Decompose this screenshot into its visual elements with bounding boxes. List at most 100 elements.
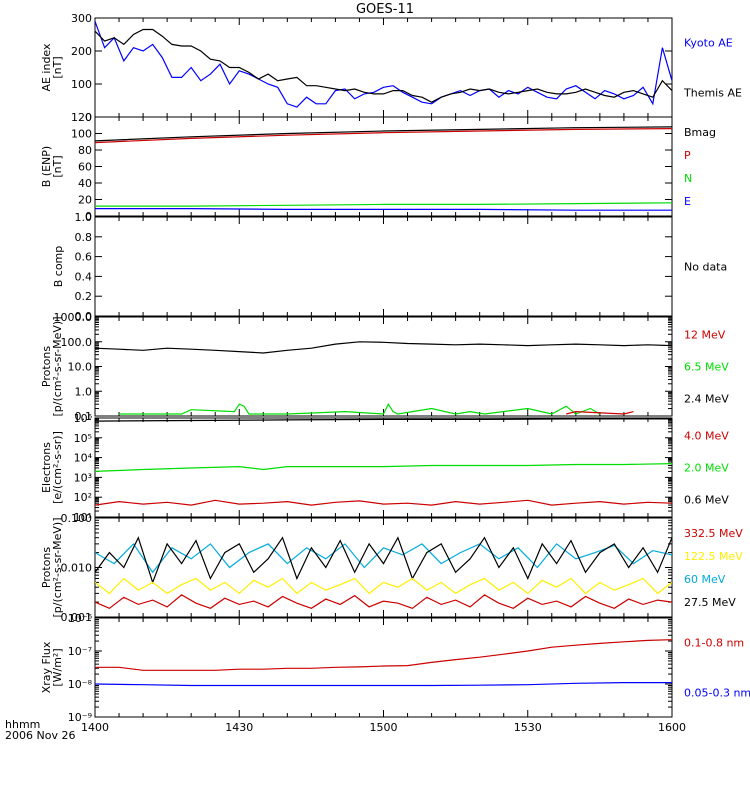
y-tick-label: 0.1 [75, 410, 93, 423]
legend-entry: E [684, 195, 691, 208]
y-tick-label: 0 [85, 210, 92, 223]
y-axis-label: [W/m²] [51, 648, 64, 686]
legend-entry: 12 MeV [684, 329, 726, 342]
y-tick-label: 10⁵ [74, 432, 92, 445]
date-label: 2006 Nov 26 [5, 729, 75, 742]
series-line-0-6-mev [95, 418, 672, 422]
figure-title: GOES-11 [356, 2, 414, 17]
panel-frame [94, 17, 673, 118]
y-tick-label: 20 [78, 194, 92, 207]
legend-entry: 6.5 MeV [684, 361, 729, 374]
y-tick-label: 120 [71, 111, 92, 124]
series-line-2-0-mev [95, 463, 672, 472]
legend-entry: 332.5 MeV [684, 527, 743, 540]
y-tick-label: 0.0 [75, 310, 93, 323]
legend-entry: 0.1-0.8 nm [684, 637, 744, 650]
panel-frame [94, 617, 673, 718]
y-axis-label: Protons [40, 346, 53, 387]
y-tick-label: 0.6 [75, 251, 93, 264]
x-tick-label: 1600 [658, 721, 686, 734]
panel-frame [94, 316, 673, 417]
legend-entry: Bmag [684, 126, 716, 139]
y-axis-label: Xray Flux [40, 641, 53, 693]
y-tick-label: 1000.0 [54, 311, 93, 324]
y-tick-label: 10⁻⁶ [68, 612, 93, 625]
legend-entry: 122.5 MeV [684, 550, 743, 563]
time-axis-label: hhmm [5, 718, 40, 731]
y-tick-label: 10.0 [68, 361, 93, 374]
legend-entry: Kyoto AE [684, 37, 733, 50]
y-tick-label: 10³ [74, 471, 92, 484]
series-group [95, 418, 672, 506]
panel-protons_low: 0.1 1.0 10.0 100.0 1000.0 Protons[p/(cm²-s-sr… [40, 311, 729, 423]
y-tick-label: 300 [71, 12, 92, 25]
panel-frame [94, 216, 673, 317]
y-tick-label: 10⁻⁹ [68, 711, 92, 724]
legend-entry: 2.0 MeV [684, 462, 729, 475]
series-line-p [95, 128, 672, 144]
series-line-332-5-mev [95, 594, 672, 609]
y-tick-label: 100 [71, 128, 92, 141]
series-group [95, 341, 672, 415]
y-tick-label: 100 [71, 78, 92, 91]
series-line-2-4-mev [95, 341, 672, 354]
y-axis-label: B (ENP) [40, 146, 53, 187]
y-axis-label: Protons [40, 547, 53, 588]
y-tick-label: 0.8 [75, 231, 93, 244]
series-line-kyoto-ae [95, 21, 672, 108]
panel-frame [94, 116, 673, 217]
panel-bcomp: 0.0 0.2 0.4 0.6 0.8 1.0 B comp No data [52, 211, 727, 323]
panel-benp: 0 20 40 60 80 100 120 B (ENP)[nT] Bmag PNE [40, 111, 716, 223]
series-line-n [95, 202, 672, 207]
series-line-6-5-mev [119, 402, 601, 415]
panel-electrons: 10¹ 10² 10³ 10⁴ 10⁵ 10⁶ Electrons[e/(cm²-s-sr)… [40, 412, 729, 524]
series-line-122-5-mev [95, 577, 672, 595]
series-line-60-mev [95, 542, 672, 574]
legend-entry: P [684, 149, 691, 162]
legend-entry: 60 MeV [684, 573, 726, 586]
legend-entry: 0.6 MeV [684, 494, 729, 507]
y-tick-label: 80 [78, 144, 92, 157]
panel-xray: 10⁻⁹ 10⁻⁸ 10⁻⁷ 10⁻⁶ Xray Flux[W/m²] 0.1-0.8 n… [40, 612, 750, 734]
x-tick-label: 1400 [81, 721, 109, 734]
y-tick-label: 200 [71, 45, 92, 58]
y-axis-label: Electrons [40, 442, 53, 493]
y-tick-label: 0.100 [61, 512, 93, 525]
y-tick-label: 0 [85, 111, 92, 124]
panel-protons_high: 0.001 0.010 0.100 Protons[p/(cm²-s-sr-MeV)]… [40, 512, 743, 624]
y-tick-label: 0.4 [75, 270, 93, 283]
legend-entry: 4.0 MeV [684, 430, 729, 443]
series-group [95, 21, 672, 108]
y-tick-label: 10¹ [74, 511, 92, 524]
y-axis-label: [nT] [51, 56, 64, 78]
series-group [95, 536, 672, 609]
y-axis-label: B comp [52, 246, 65, 288]
panel-ae: 0 100 200 300 AE index[nT] Kyoto AE Themis AE [40, 12, 742, 124]
y-axis-label: [p/(cm²-s-sr-MeV)] [51, 518, 64, 618]
legend-entry: 2.4 MeV [684, 393, 729, 406]
y-tick-label: 100.0 [61, 336, 93, 349]
x-tick-label: 1500 [370, 721, 398, 734]
y-tick-label: 0.010 [61, 562, 93, 575]
panel-frame [94, 517, 673, 618]
y-tick-label: 0.001 [61, 611, 93, 624]
x-tick-label: 1430 [225, 721, 253, 734]
y-tick-label: 1.0 [75, 211, 93, 224]
y-axis-label: [p/(cm²-s-sr-MeV)] [51, 317, 64, 417]
series-line-0-05-0-3-nm [95, 681, 672, 687]
legend-entry: 0.05-0.3 nm [684, 687, 750, 700]
y-tick-label: 10⁶ [74, 412, 93, 425]
y-tick-label: 1.0 [75, 385, 93, 398]
series-group [95, 639, 672, 687]
y-tick-label: 10⁻⁷ [68, 645, 92, 658]
y-tick-label: 10⁻⁸ [68, 678, 93, 691]
y-axis-label: [nT] [51, 155, 64, 177]
series-line-27-5-mev [95, 536, 672, 585]
y-tick-label: 40 [78, 177, 92, 190]
legend-entry: Themis AE [683, 87, 742, 100]
x-tick-label: 1530 [514, 721, 542, 734]
series-group [95, 126, 672, 211]
series-line-e [95, 208, 672, 211]
legend-entry: 27.5 MeV [684, 596, 736, 609]
y-tick-label: 10⁴ [74, 452, 93, 465]
